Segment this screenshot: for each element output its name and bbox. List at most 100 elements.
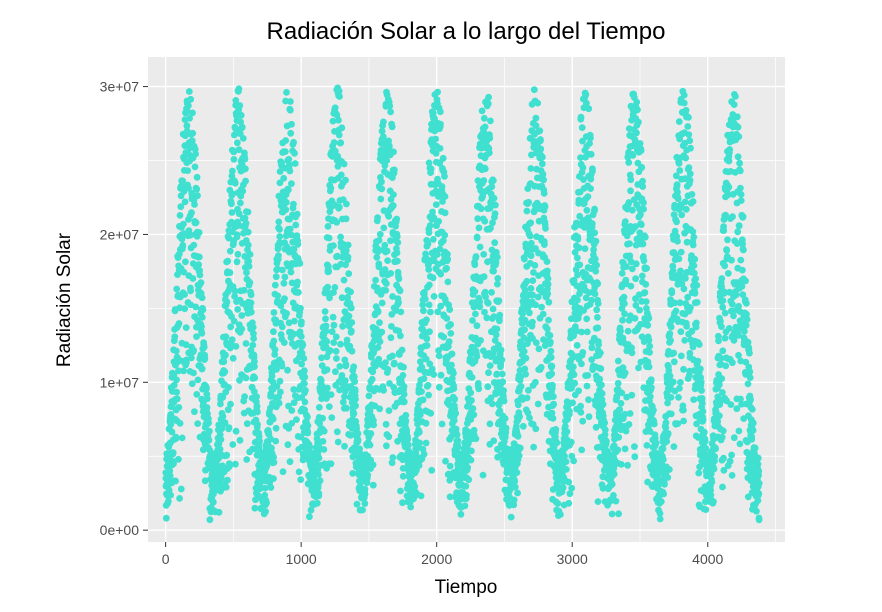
data-point bbox=[353, 500, 361, 508]
data-point bbox=[316, 477, 324, 484]
data-point bbox=[670, 443, 678, 450]
data-point bbox=[344, 253, 352, 261]
data-point bbox=[618, 389, 626, 397]
data-point bbox=[441, 209, 449, 217]
data-point bbox=[400, 363, 407, 371]
data-point bbox=[425, 159, 433, 167]
data-point bbox=[712, 445, 719, 453]
data-point bbox=[682, 205, 690, 213]
data-point bbox=[253, 393, 260, 400]
data-point bbox=[176, 212, 184, 219]
data-point bbox=[270, 475, 277, 482]
data-point bbox=[376, 319, 383, 326]
data-point bbox=[519, 310, 526, 318]
data-point bbox=[621, 445, 629, 453]
data-point bbox=[446, 493, 454, 501]
data-point bbox=[198, 330, 206, 337]
data-point bbox=[429, 110, 437, 117]
data-point bbox=[232, 427, 240, 435]
data-point bbox=[380, 387, 387, 394]
data-point bbox=[198, 313, 206, 321]
data-point bbox=[278, 159, 285, 167]
data-point bbox=[594, 324, 602, 332]
data-point bbox=[736, 159, 743, 167]
data-point bbox=[384, 257, 391, 264]
data-point bbox=[333, 428, 341, 436]
data-point bbox=[249, 341, 257, 349]
data-point bbox=[350, 410, 358, 417]
data-point bbox=[297, 304, 304, 312]
data-point bbox=[451, 395, 458, 403]
data-point bbox=[685, 131, 693, 139]
y-tick-label: 1e+07 bbox=[100, 374, 140, 390]
data-point bbox=[540, 190, 548, 197]
data-point bbox=[235, 146, 243, 154]
data-point bbox=[326, 347, 334, 354]
data-point bbox=[601, 431, 609, 439]
data-point bbox=[251, 374, 259, 382]
data-point bbox=[436, 245, 444, 253]
data-point bbox=[629, 152, 637, 159]
data-point bbox=[693, 281, 701, 289]
data-point bbox=[193, 333, 200, 340]
data-point bbox=[665, 367, 673, 374]
data-point bbox=[726, 288, 733, 296]
data-point bbox=[581, 245, 589, 253]
data-point bbox=[301, 398, 309, 406]
data-point bbox=[540, 176, 547, 184]
data-point bbox=[251, 358, 258, 366]
data-point bbox=[582, 294, 590, 302]
data-point bbox=[748, 406, 756, 413]
data-point bbox=[701, 438, 709, 445]
data-point bbox=[443, 264, 450, 272]
data-point bbox=[673, 218, 680, 226]
y-axis-title: Radiación Solar bbox=[54, 232, 75, 367]
data-point bbox=[601, 419, 609, 427]
data-point bbox=[496, 407, 504, 415]
data-point bbox=[270, 459, 278, 466]
data-point bbox=[195, 229, 203, 236]
data-point bbox=[342, 215, 350, 223]
data-point bbox=[175, 455, 182, 463]
data-point bbox=[656, 515, 664, 523]
data-point bbox=[735, 222, 743, 230]
data-point bbox=[628, 344, 635, 352]
data-point bbox=[650, 406, 657, 414]
data-point bbox=[434, 308, 442, 316]
data-point bbox=[262, 508, 269, 515]
data-point bbox=[329, 313, 337, 321]
data-point bbox=[527, 285, 535, 292]
data-point bbox=[298, 349, 306, 357]
data-point bbox=[299, 341, 307, 349]
data-point bbox=[192, 303, 200, 311]
data-point bbox=[407, 503, 415, 511]
data-point bbox=[638, 163, 646, 171]
data-point bbox=[461, 502, 469, 510]
data-point bbox=[686, 177, 694, 184]
data-point bbox=[447, 321, 454, 328]
data-point bbox=[501, 415, 509, 422]
data-point bbox=[494, 275, 502, 282]
data-point bbox=[304, 422, 312, 429]
data-point bbox=[247, 308, 255, 316]
data-point bbox=[168, 428, 176, 436]
data-point bbox=[579, 417, 587, 425]
data-point bbox=[190, 347, 198, 354]
data-point bbox=[697, 378, 705, 386]
data-point bbox=[271, 351, 279, 358]
data-point bbox=[378, 127, 386, 135]
data-point bbox=[724, 191, 732, 199]
data-point bbox=[338, 124, 346, 132]
data-point bbox=[578, 446, 586, 454]
data-point bbox=[437, 270, 445, 278]
data-point bbox=[707, 486, 714, 494]
data-point bbox=[728, 256, 735, 264]
data-point bbox=[577, 402, 584, 410]
data-point bbox=[331, 104, 339, 112]
data-point bbox=[394, 257, 401, 265]
data-point bbox=[242, 165, 249, 173]
data-point bbox=[511, 483, 519, 491]
data-point bbox=[719, 297, 727, 304]
data-point bbox=[427, 409, 435, 417]
data-point bbox=[721, 262, 729, 270]
